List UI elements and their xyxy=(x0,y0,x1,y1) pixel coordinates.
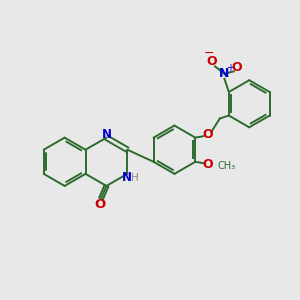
Text: CH₃: CH₃ xyxy=(218,161,236,171)
Text: N: N xyxy=(219,67,230,80)
Text: +: + xyxy=(226,63,234,74)
Text: O: O xyxy=(207,55,218,68)
Text: N: N xyxy=(122,172,132,184)
Text: O: O xyxy=(232,61,242,74)
Text: −: − xyxy=(203,46,214,60)
Text: O: O xyxy=(202,128,213,142)
Text: H: H xyxy=(131,173,139,183)
Text: O: O xyxy=(202,158,213,171)
Text: O: O xyxy=(94,198,105,211)
Text: N: N xyxy=(102,128,112,141)
